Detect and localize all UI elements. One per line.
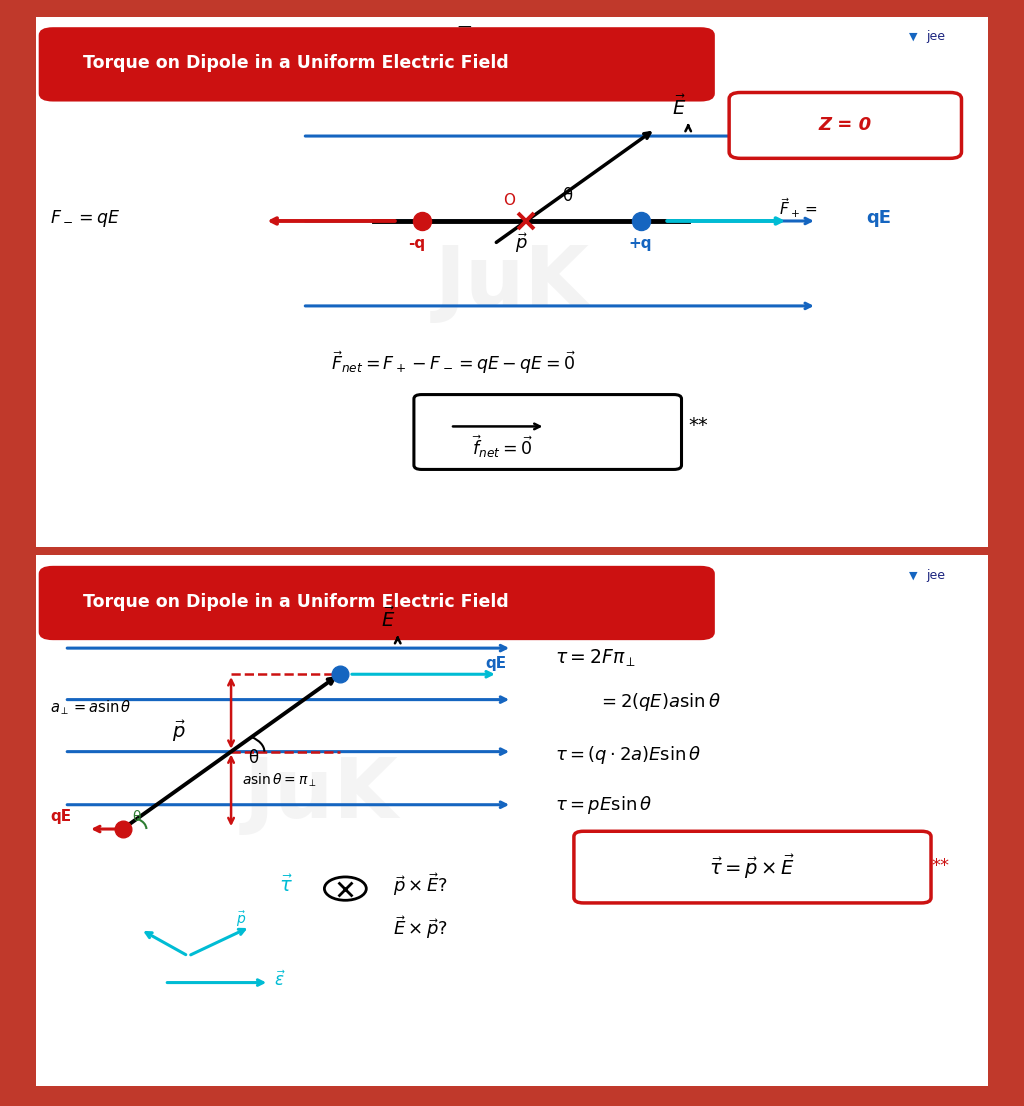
Text: $\vec{p}$: $\vec{p}$ — [515, 231, 528, 254]
Text: $\vec{F}_{net} = F_+ - F_- = qE - qE = \vec{0}$: $\vec{F}_{net} = F_+ - F_- = qE - qE = \… — [331, 349, 575, 376]
Text: qE: qE — [485, 656, 507, 671]
Text: $\vec{F}_+ =$: $\vec{F}_+ =$ — [778, 196, 817, 219]
FancyBboxPatch shape — [573, 832, 931, 902]
FancyBboxPatch shape — [22, 9, 1002, 555]
Text: $\vec{E}$: $\vec{E}$ — [381, 606, 395, 630]
Text: ▼: ▼ — [909, 32, 918, 42]
Text: $\vec{p}\times\vec{E}$?: $\vec{p}\times\vec{E}$? — [393, 872, 449, 898]
FancyBboxPatch shape — [39, 566, 715, 640]
Text: $\vec{f}_{net} = \vec{0}$: $\vec{f}_{net} = \vec{0}$ — [472, 434, 534, 460]
Text: θ: θ — [132, 810, 140, 824]
Text: θ: θ — [248, 750, 258, 768]
Text: **: ** — [931, 857, 949, 875]
Text: qE: qE — [50, 810, 72, 824]
Text: $\tau = 2F\pi_\perp$: $\tau = 2F\pi_\perp$ — [555, 648, 636, 669]
Text: jee: jee — [927, 568, 945, 582]
FancyBboxPatch shape — [729, 93, 962, 158]
Text: $a\sin\theta = \pi_\perp$: $a\sin\theta = \pi_\perp$ — [243, 772, 317, 789]
Text: $\vec{p}$: $\vec{p}$ — [236, 909, 246, 929]
Text: —: — — [458, 21, 471, 35]
Text: Torque on Dipole in a Uniform Electric Field: Torque on Dipole in a Uniform Electric F… — [84, 593, 509, 611]
Text: $\vec{E}\times\vec{p}$?: $\vec{E}\times\vec{p}$? — [393, 914, 449, 941]
Text: θ: θ — [562, 187, 572, 205]
FancyBboxPatch shape — [414, 395, 682, 469]
Text: JuK: JuK — [244, 753, 399, 835]
Text: $\vec{\epsilon}$: $\vec{\epsilon}$ — [274, 971, 286, 990]
Text: JuK: JuK — [434, 241, 590, 323]
Text: Torque on Dipole in a Uniform Electric Field: Torque on Dipole in a Uniform Electric F… — [84, 54, 509, 72]
Text: $\tau = pE\sin\theta$: $\tau = pE\sin\theta$ — [555, 794, 652, 816]
Text: $\tau = (q \cdot 2a)E\sin\theta$: $\tau = (q \cdot 2a)E\sin\theta$ — [555, 743, 701, 765]
Text: $a_\perp = a\sin\theta$: $a_\perp = a\sin\theta$ — [50, 698, 131, 717]
Text: **: ** — [688, 416, 708, 435]
Text: -q: -q — [409, 236, 425, 251]
Text: qE: qE — [866, 209, 891, 228]
Text: $F_- = qE$: $F_- = qE$ — [50, 208, 121, 229]
FancyBboxPatch shape — [39, 28, 715, 102]
Text: $\vec{E}$: $\vec{E}$ — [672, 94, 686, 118]
Text: Z = 0: Z = 0 — [819, 116, 871, 134]
Text: $= 2(qE)a\sin\theta$: $= 2(qE)a\sin\theta$ — [598, 690, 721, 712]
Text: $\vec{\tau} = \vec{p} \times \vec{E}$: $\vec{\tau} = \vec{p} \times \vec{E}$ — [709, 853, 795, 881]
FancyBboxPatch shape — [22, 547, 1002, 1094]
Text: $\vec{p}$: $\vec{p}$ — [172, 719, 185, 744]
Text: jee: jee — [927, 30, 945, 43]
Text: +q: +q — [629, 236, 652, 251]
Text: O: O — [503, 194, 515, 208]
Text: $\vec{\tau}$: $\vec{\tau}$ — [279, 875, 293, 896]
Text: ▼: ▼ — [909, 571, 918, 581]
